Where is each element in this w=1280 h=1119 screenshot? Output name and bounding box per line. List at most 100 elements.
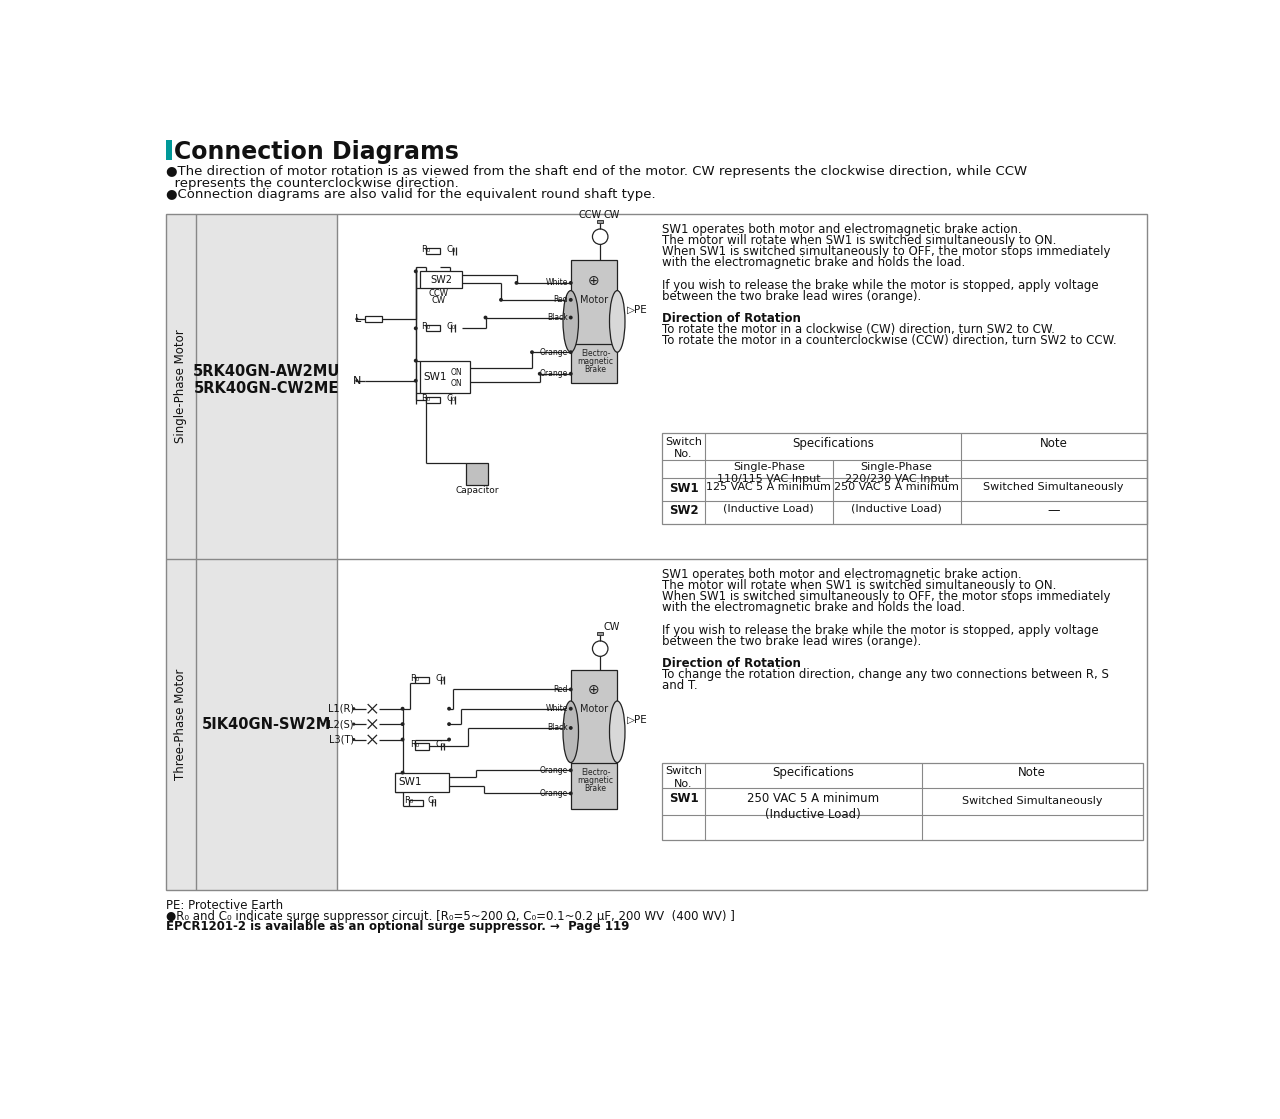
Circle shape [568, 298, 572, 302]
Text: EPCR1201-2 is available as an optional surge suppressor. →  Page 119: EPCR1201-2 is available as an optional s… [166, 921, 630, 933]
Text: Switch
No.: Switch No. [666, 436, 701, 459]
Text: (Inductive Load): (Inductive Load) [723, 504, 814, 514]
Text: CW: CW [603, 622, 620, 632]
Text: Orange: Orange [539, 369, 567, 378]
Text: L3(T): L3(T) [329, 734, 353, 744]
Circle shape [401, 737, 404, 742]
Text: Black: Black [547, 724, 567, 733]
Bar [420, 360, 470, 393]
Text: Single-Phase
220/230 VAC Input: Single-Phase 220/230 VAC Input [845, 461, 948, 483]
Text: L1(R): L1(R) [328, 704, 353, 714]
Circle shape [413, 378, 417, 383]
Circle shape [538, 372, 541, 376]
Text: Switched Simultaneously: Switched Simultaneously [983, 481, 1124, 491]
Text: C₀: C₀ [447, 245, 456, 254]
Circle shape [401, 771, 404, 774]
Text: C₀: C₀ [436, 674, 445, 683]
Bar [426, 397, 440, 403]
Text: ON: ON [451, 379, 462, 388]
Text: White: White [545, 704, 567, 713]
Circle shape [568, 726, 572, 730]
Text: Brake: Brake [585, 783, 607, 792]
Text: SW1 operates both motor and electromagnetic brake action.: SW1 operates both motor and electromagne… [662, 223, 1021, 236]
Ellipse shape [609, 700, 625, 763]
Text: Black: Black [547, 313, 567, 322]
Text: R₀: R₀ [421, 322, 430, 331]
Text: 125 VAC 5 A minimum: 125 VAC 5 A minimum [707, 481, 831, 491]
Text: 250 VAC 5 A minimum: 250 VAC 5 A minimum [835, 481, 959, 491]
Bar [365, 316, 381, 322]
Bar [596, 632, 603, 634]
Circle shape [413, 270, 417, 273]
Text: To change the rotation direction, change any two connections between R, S: To change the rotation direction, change… [662, 668, 1108, 681]
Circle shape [568, 769, 572, 772]
Text: The motor will rotate when SW1 is switched simultaneously to ON.: The motor will rotate when SW1 is switch… [662, 234, 1056, 247]
Circle shape [568, 791, 572, 796]
Text: Single-Phase
110/115 VAC Input: Single-Phase 110/115 VAC Input [717, 461, 820, 483]
Bar [408, 800, 422, 806]
Text: C₀: C₀ [436, 741, 445, 750]
Text: Orange: Orange [539, 765, 567, 774]
Text: with the electromagnetic brake and holds the load.: with the electromagnetic brake and holds… [662, 601, 965, 614]
Circle shape [530, 350, 534, 354]
Text: CW: CW [603, 209, 620, 219]
Bar [420, 271, 462, 289]
Text: Specifications: Specifications [772, 767, 854, 780]
Text: R₀: R₀ [421, 245, 430, 254]
Text: SW1: SW1 [668, 792, 699, 805]
Circle shape [568, 687, 572, 692]
Ellipse shape [563, 700, 579, 763]
Circle shape [447, 737, 451, 742]
Text: ●R₀ and C₀ indicate surge suppressor circuit. [R₀=5~200 Ω, C₀=0.1~0.2 μF, 200 WV: ●R₀ and C₀ indicate surge suppressor cir… [166, 910, 735, 923]
Text: C₀: C₀ [428, 797, 436, 806]
Text: R₀: R₀ [404, 797, 413, 806]
Text: Electro-: Electro- [581, 768, 611, 777]
Ellipse shape [563, 291, 579, 352]
Text: When SW1 is switched simultaneously to OFF, the motor stops immediately: When SW1 is switched simultaneously to O… [662, 245, 1111, 258]
Text: ⊕: ⊕ [589, 274, 600, 289]
Circle shape [515, 281, 518, 285]
Bar [426, 248, 440, 254]
Text: Note: Note [1019, 767, 1046, 780]
Text: ▷PE: ▷PE [626, 304, 648, 314]
Bar [596, 219, 603, 223]
Text: Brake: Brake [585, 365, 607, 374]
Circle shape [356, 318, 358, 321]
Circle shape [352, 707, 356, 711]
Circle shape [413, 327, 417, 330]
Text: CW: CW [431, 297, 445, 305]
Text: Connection Diagrams: Connection Diagrams [174, 141, 458, 164]
Circle shape [568, 316, 572, 319]
Text: 5IK40GN-SW2M: 5IK40GN-SW2M [201, 716, 330, 732]
Text: magnetic: magnetic [577, 357, 613, 366]
Text: with the electromagnetic brake and holds the load.: with the electromagnetic brake and holds… [662, 256, 965, 270]
Circle shape [401, 707, 404, 711]
Text: To rotate the motor in a clockwise (CW) direction, turn SW2 to CW.: To rotate the motor in a clockwise (CW) … [662, 323, 1055, 337]
Text: SW1 operates both motor and electromagnetic brake action.: SW1 operates both motor and electromagne… [662, 567, 1021, 581]
Circle shape [401, 722, 404, 726]
Ellipse shape [609, 291, 625, 352]
Circle shape [484, 316, 488, 319]
Text: R₀: R₀ [411, 674, 420, 683]
Bar [415, 743, 429, 750]
Text: between the two brake lead wires (orange).: between the two brake lead wires (orange… [662, 290, 922, 303]
Circle shape [352, 723, 356, 725]
Text: Three-Phase Motor: Three-Phase Motor [174, 668, 187, 780]
Bar [426, 326, 440, 331]
Text: Note: Note [1039, 436, 1068, 450]
Circle shape [356, 379, 358, 383]
Circle shape [352, 737, 356, 741]
Text: R₀: R₀ [421, 394, 430, 403]
Text: When SW1 is switched simultaneously to OFF, the motor stops immediately: When SW1 is switched simultaneously to O… [662, 590, 1111, 603]
Text: Specifications: Specifications [792, 436, 874, 450]
Text: (Inductive Load): (Inductive Load) [851, 504, 942, 514]
Text: Switched Simultaneously: Switched Simultaneously [963, 796, 1102, 806]
Text: ●The direction of motor rotation is as viewed from the shaft end of the motor. C: ●The direction of motor rotation is as v… [166, 166, 1028, 178]
Text: Single-Phase Motor: Single-Phase Motor [174, 329, 187, 443]
Text: PE: Protective Earth: PE: Protective Earth [166, 899, 283, 912]
Text: Switch
No.: Switch No. [666, 767, 701, 789]
Bar [571, 670, 617, 809]
Text: —: — [1047, 504, 1060, 517]
Bar [166, 141, 172, 160]
Circle shape [447, 707, 451, 711]
